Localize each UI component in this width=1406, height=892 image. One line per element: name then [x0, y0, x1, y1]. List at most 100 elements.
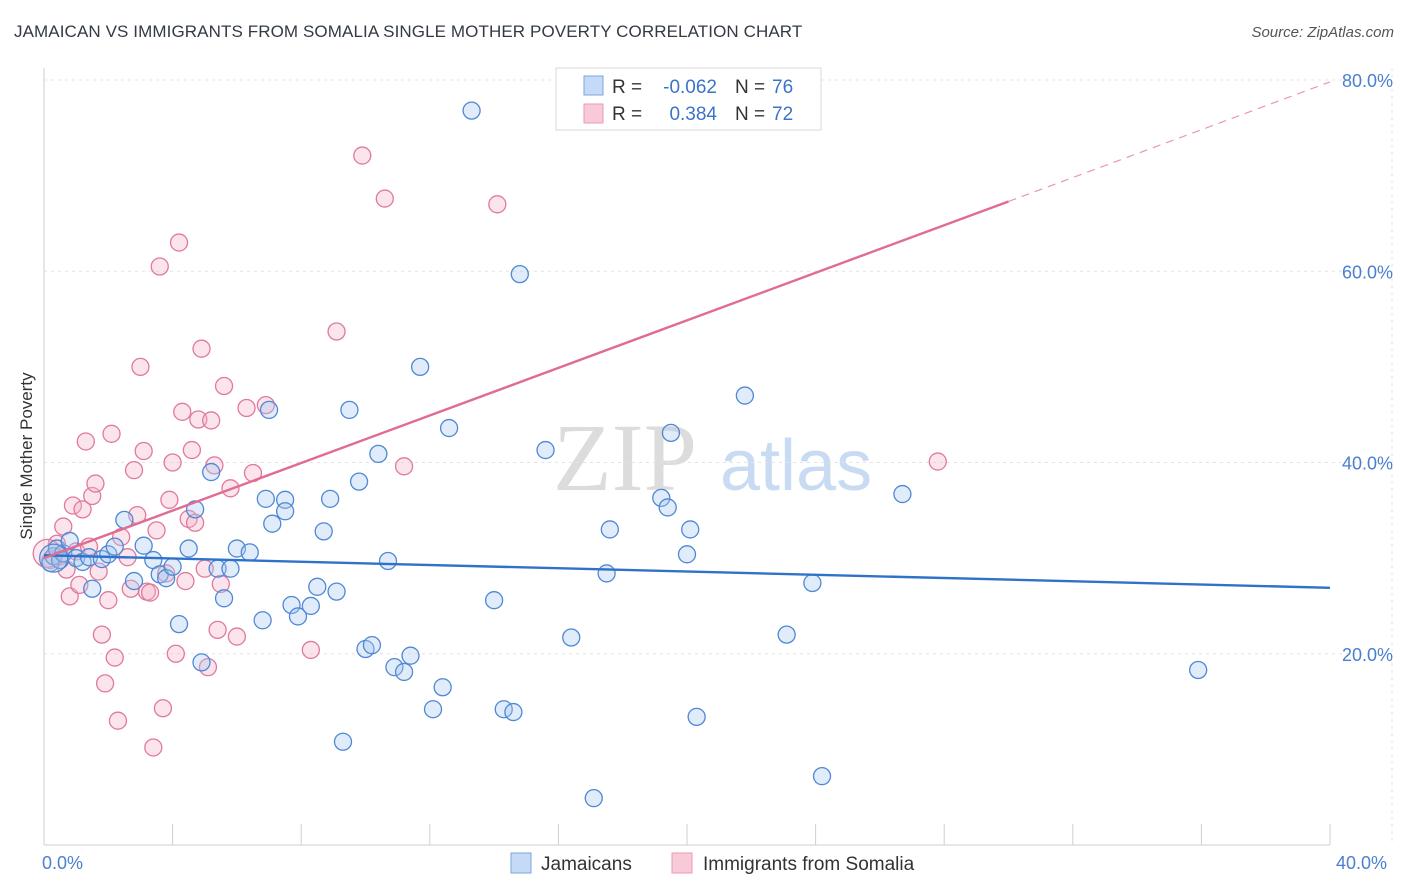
jamaicans-point-20 — [169, 614, 189, 634]
jamaicans-point-66 — [600, 520, 619, 539]
jamaicans-point-72 — [687, 707, 706, 727]
jamaicans-point-26 — [214, 589, 234, 608]
somalia-trend-extension — [1008, 81, 1331, 203]
jamaicans-point-19 — [163, 557, 182, 576]
y-tick-labels: 20.0% 40.0% 60.0% 80.0% — [1342, 71, 1393, 665]
trend-lines — [43, 81, 1331, 589]
bottom-legend-jamaicans: Jamaicans — [541, 854, 632, 875]
jamaicans-point-69 — [661, 423, 681, 443]
immigrants-from-somalia-point-42 — [182, 440, 202, 460]
jamaicans-point-49 — [378, 551, 398, 571]
jamaicans-point-9 — [83, 579, 102, 598]
bottom-legend-swatch-jamaicans — [510, 852, 532, 874]
immigrants-from-somalia-point-60 — [353, 146, 372, 165]
jamaicans-point-78 — [1189, 660, 1208, 680]
jamaicans-point-31 — [256, 489, 275, 508]
immigrants-from-somalia-point-64 — [928, 452, 947, 471]
immigrants-from-somalia-point-24 — [124, 460, 144, 480]
immigrants-from-somalia-point-19 — [105, 648, 124, 667]
jamaicans-point-39 — [308, 577, 327, 596]
jamaicans-point-32 — [259, 400, 279, 420]
immigrants-from-somalia-point-34 — [157, 564, 176, 583]
immigrants-from-somalia-point-48 — [202, 411, 221, 430]
legend-r-label-jamaicans: R = — [612, 77, 642, 98]
jamaicans-point-30 — [253, 611, 272, 630]
jamaicans-point-74 — [777, 625, 796, 644]
immigrants-from-somalia-point-16 — [95, 674, 115, 693]
jamaicans-point-12 — [105, 537, 124, 556]
immigrants-from-somalia-point-62 — [394, 457, 414, 476]
immigrants-from-somalia-point-54 — [227, 627, 247, 646]
jamaicans-point-36 — [282, 595, 301, 615]
watermark-zip: ZIP — [553, 404, 697, 511]
jamaicans-point-53 — [411, 357, 430, 377]
immigrants-from-somalia-point-40 — [176, 571, 195, 591]
jamaicans-point-75 — [803, 573, 822, 593]
jamaicans-point-50 — [385, 657, 404, 677]
immigrants-from-somalia-point-26 — [131, 357, 150, 377]
jamaicans-point-64 — [584, 788, 603, 808]
immigrants-from-somalia-point-63 — [488, 195, 507, 214]
jamaicans-point-38 — [301, 596, 320, 616]
immigrants-from-somalia-point-32 — [150, 257, 169, 276]
immigrants-from-somalia-point-6 — [63, 496, 83, 515]
jamaicans-point-48 — [369, 444, 388, 464]
jamaicans-point-47 — [362, 635, 382, 655]
bottom-legend-swatch-somalia — [671, 852, 693, 874]
immigrants-from-somalia-point-18 — [102, 424, 121, 443]
grid-lines — [44, 68, 1393, 845]
immigrants-from-somalia-point-39 — [173, 402, 192, 421]
jamaicans-cluster-point — [38, 543, 69, 573]
jamaicans-point-29 — [240, 543, 259, 562]
immigrants-from-somalia-point-43 — [185, 513, 205, 532]
jamaicans-point-68 — [658, 498, 677, 517]
immigrants-from-somalia-point-30 — [144, 738, 163, 757]
jamaicans-point-44 — [340, 400, 359, 420]
jamaicans-point-41 — [320, 489, 340, 508]
immigrants-from-somalia-point-15 — [92, 625, 112, 644]
jamaicans-point-37 — [288, 607, 308, 626]
immigrants-from-somalia-point-20 — [108, 711, 128, 730]
immigrants-from-somalia-point-27 — [134, 441, 153, 461]
legend-n-value-jamaicans: 76 — [772, 77, 793, 98]
jamaicans-point-52 — [401, 646, 420, 665]
jamaicans-point-58 — [484, 591, 504, 610]
immigrants-from-somalia-point-51 — [211, 574, 230, 594]
jamaicans-point-71 — [681, 520, 700, 539]
y-axis-label: Single Mother Poverty — [17, 372, 36, 540]
jamaicans-point-70 — [677, 545, 697, 564]
immigrants-from-somalia-point-61 — [375, 189, 394, 208]
legend-n-label-jamaicans: N = — [735, 77, 765, 98]
immigrants-from-somalia-point-58 — [301, 640, 320, 660]
immigrants-from-somalia-point-35 — [160, 490, 179, 509]
jamaicans-point-73 — [735, 386, 755, 405]
legend-r-value-jamaicans: -0.062 — [663, 77, 717, 98]
x-tick-label-max: 40.0% — [1336, 853, 1387, 873]
jamaicans-point-34 — [263, 514, 282, 533]
immigrants-from-somalia-point-10 — [76, 432, 95, 451]
jamaicans-point-22 — [185, 500, 205, 519]
immigrants-from-somalia-point-29 — [140, 583, 160, 602]
immigrants-from-somalia-point-33 — [153, 699, 173, 718]
jamaicans-point-62 — [536, 440, 555, 460]
y-tick-label-40: 40.0% — [1342, 454, 1393, 474]
jamaicans-point-63 — [562, 628, 581, 647]
source-credit: Source: ZipAtlas.com — [1251, 24, 1394, 41]
immigrants-from-somalia-point-50 — [208, 620, 227, 639]
immigrants-from-somalia-point-9 — [73, 500, 92, 519]
jamaicans-point-76 — [812, 767, 832, 786]
immigrants-from-somalia-point-59 — [327, 322, 346, 341]
legend-swatch-jamaicans — [583, 75, 604, 96]
jamaicans-point-23 — [192, 653, 211, 672]
immigrants-from-somalia-point-13 — [86, 474, 105, 493]
jamaicans-point-65 — [597, 564, 616, 583]
immigrants-from-somalia-point-38 — [169, 233, 189, 252]
jamaicans-point-60 — [504, 702, 523, 722]
y-tick-label-80: 80.0% — [1342, 71, 1393, 91]
jamaicans-point-54 — [423, 700, 443, 719]
jamaicans-point-21 — [179, 539, 198, 558]
legend-n-label-somalia: N = — [735, 104, 765, 125]
x-axis-ticks — [43, 824, 1331, 845]
jamaicans-point-27 — [221, 559, 240, 578]
